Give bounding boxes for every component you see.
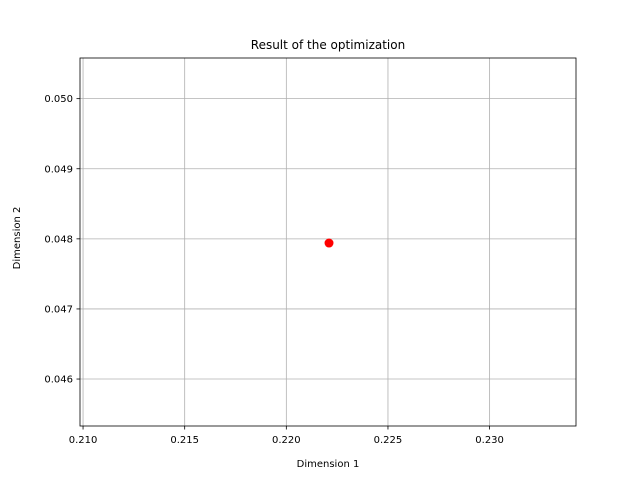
x-axis-ticks: 0.210 0.215 0.220 0.225 0.230 [69,426,504,446]
x-tick-label: 0.225 [374,435,403,446]
y-tick-label: 0.047 [44,304,73,315]
x-tick-label: 0.215 [170,435,199,446]
x-tick-label: 0.230 [475,435,504,446]
x-tick-label: 0.220 [272,435,301,446]
y-axis-ticks: 0.046 0.047 0.048 0.049 0.050 [44,94,80,386]
plot-frame [79,57,577,427]
y-tick-label: 0.050 [44,94,73,105]
chart-title: Result of the optimization [251,38,405,52]
x-axis-label: Dimension 1 [297,459,360,470]
data-points [324,238,334,248]
y-tick-label: 0.048 [44,234,73,245]
x-tick-label: 0.210 [69,435,98,446]
y-tick-label: 0.049 [44,164,73,175]
y-tick-label: 0.046 [44,375,73,386]
y-axis-label: Dimension 2 [12,207,23,270]
grid [80,58,576,426]
data-point [324,238,334,248]
